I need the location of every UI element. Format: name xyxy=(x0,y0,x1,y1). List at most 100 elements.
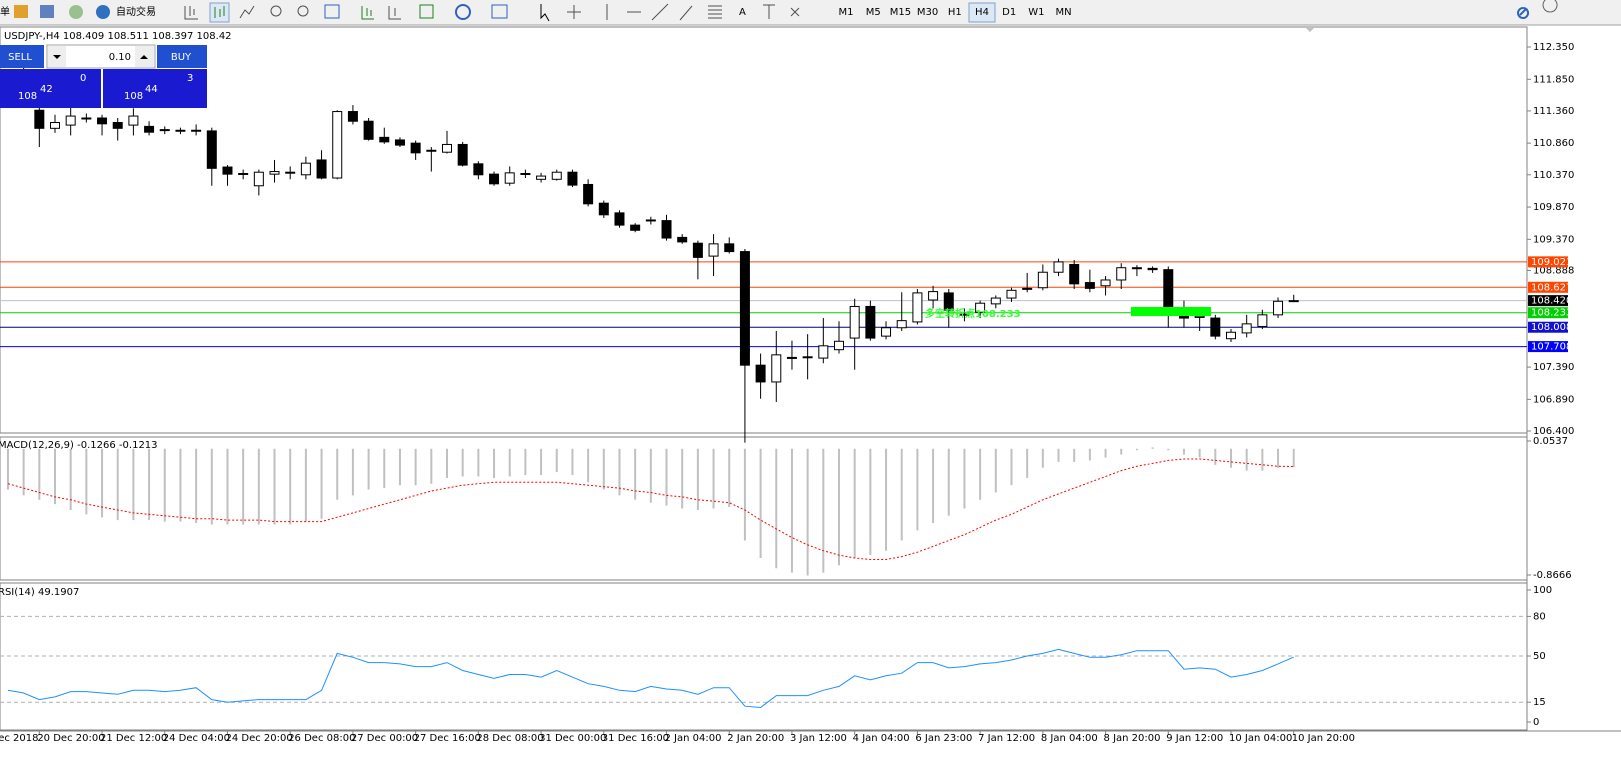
icon[interactable] xyxy=(297,5,309,17)
bid-big: 108 xyxy=(18,91,37,102)
x-tick-label: 20 Dec 2018 xyxy=(0,733,38,744)
timeframe-active[interactable] xyxy=(968,2,996,23)
candle-body xyxy=(583,183,594,205)
plots: 112.350 111.850 111.360 110.860 110.370 109.8… xyxy=(0,42,1574,744)
candle-body xyxy=(363,120,374,140)
ask-main: 44 xyxy=(145,84,158,95)
candle-body xyxy=(65,115,76,126)
timeframe-button[interactable]: MN xyxy=(1056,7,1072,18)
label-icon[interactable]: A xyxy=(739,7,746,18)
icon[interactable] xyxy=(69,5,83,19)
timeframe-button[interactable]: M5 xyxy=(866,7,881,18)
autotrade-button[interactable]: 自动交易 xyxy=(116,5,156,18)
candle-body xyxy=(692,242,703,258)
price-line-label-bg xyxy=(1528,341,1568,353)
last-open: 108.409 xyxy=(63,31,104,42)
icon[interactable] xyxy=(388,6,401,20)
y-tick-label: 50 xyxy=(1533,651,1546,662)
x-tick-label: 31 Dec 16:00 xyxy=(602,733,669,744)
y-tick-label: 106.890 xyxy=(1533,394,1574,405)
cursor-icon[interactable] xyxy=(540,4,550,22)
icon[interactable] xyxy=(270,5,282,17)
price-line-label-bg xyxy=(1528,295,1568,307)
candle-body xyxy=(112,122,123,129)
timeframe-button[interactable]: H1 xyxy=(948,7,962,18)
icon[interactable] xyxy=(214,6,225,18)
icon[interactable] xyxy=(455,4,471,20)
icon[interactable] xyxy=(14,5,28,18)
icon[interactable] xyxy=(361,6,374,20)
candle-body xyxy=(630,224,641,231)
candle-body xyxy=(81,117,92,120)
text-icon[interactable] xyxy=(763,4,775,19)
x-tick-label: 4 Jan 04:00 xyxy=(853,733,910,744)
symbol: USDJPY-,H4 xyxy=(4,31,60,42)
sell-label[interactable]: SELL xyxy=(8,52,32,63)
timeframes: M1 M5 M15 M30 H1 H4 D1 W1 MN xyxy=(839,2,1072,23)
x-tick-label: 6 Jan 23:00 xyxy=(915,733,972,744)
candle-body xyxy=(724,243,735,253)
candle-body xyxy=(739,251,750,366)
candle-body xyxy=(316,159,327,179)
autotrade-icon[interactable] xyxy=(96,5,110,19)
search-icon[interactable] xyxy=(1517,7,1530,19)
icon[interactable] xyxy=(491,4,508,19)
chat-icon[interactable] xyxy=(1542,0,1558,13)
candle-body xyxy=(520,172,531,175)
candle-body xyxy=(394,139,405,146)
candle-body xyxy=(1069,263,1080,285)
candle-body xyxy=(253,171,264,187)
timeframe-button[interactable]: M15 xyxy=(890,7,911,18)
x-tick-label: 20 Dec 20:00 xyxy=(37,733,104,744)
candle-body xyxy=(661,220,672,239)
timeframe-button[interactable]: H4 xyxy=(975,7,989,18)
icon[interactable] xyxy=(419,4,434,19)
last-low: 108.397 xyxy=(152,31,193,42)
timeframe-button[interactable]: D1 xyxy=(1002,7,1016,18)
candle-body xyxy=(802,356,813,359)
buy-button[interactable] xyxy=(157,45,207,68)
x-tick-label: 10 Jan 20:00 xyxy=(1292,733,1355,744)
icon[interactable] xyxy=(40,5,54,18)
candle-body xyxy=(1100,279,1111,287)
new-order[interactable]: 单 xyxy=(0,6,10,18)
candle-body xyxy=(191,129,202,132)
y-tick-label: 0 xyxy=(1533,717,1539,728)
signal-line xyxy=(7,458,1294,560)
candle-body xyxy=(269,171,280,175)
y-tick-label: 106.400 xyxy=(1533,426,1574,437)
candle-body xyxy=(896,320,907,329)
candle-body xyxy=(1210,317,1221,337)
price-line-label: 108.233 xyxy=(1531,308,1572,319)
buy-label[interactable]: BUY xyxy=(171,52,192,63)
timeframe-button[interactable]: W1 xyxy=(1028,7,1044,18)
lots-value[interactable]: 0.10 xyxy=(109,52,131,63)
candle-body xyxy=(1116,267,1127,281)
candle-body xyxy=(159,129,170,132)
candle-body xyxy=(442,143,452,153)
candle-body xyxy=(834,340,844,351)
price-line-label-bg xyxy=(1528,256,1568,268)
shapes-icon[interactable] xyxy=(790,7,800,17)
icon[interactable] xyxy=(239,5,255,19)
candle-body xyxy=(285,171,296,174)
draw-icons[interactable] xyxy=(606,3,722,21)
timeframe-button[interactable]: M1 xyxy=(839,7,854,18)
candle-body xyxy=(410,142,421,154)
candle-body xyxy=(975,302,986,313)
crosshair-icon[interactable] xyxy=(567,5,581,19)
y-tick-label: 109.870 xyxy=(1533,202,1574,213)
timeframe-button[interactable]: M30 xyxy=(917,7,938,18)
x-tick-label: 2 Jan 20:00 xyxy=(727,733,784,744)
ask-box[interactable] xyxy=(103,69,207,108)
candle-body xyxy=(1226,331,1236,340)
icon[interactable] xyxy=(324,4,340,19)
sell-button[interactable] xyxy=(0,45,44,68)
candle-body xyxy=(1131,267,1142,270)
icon[interactable] xyxy=(184,6,198,20)
x-tick-label: 7 Jan 12:00 xyxy=(978,733,1035,744)
lots-field[interactable] xyxy=(46,44,156,69)
bid-box[interactable] xyxy=(0,69,101,108)
signal-value: -0.1213 xyxy=(119,440,158,451)
x-tick-label: 27 Dec 00:00 xyxy=(351,733,418,744)
